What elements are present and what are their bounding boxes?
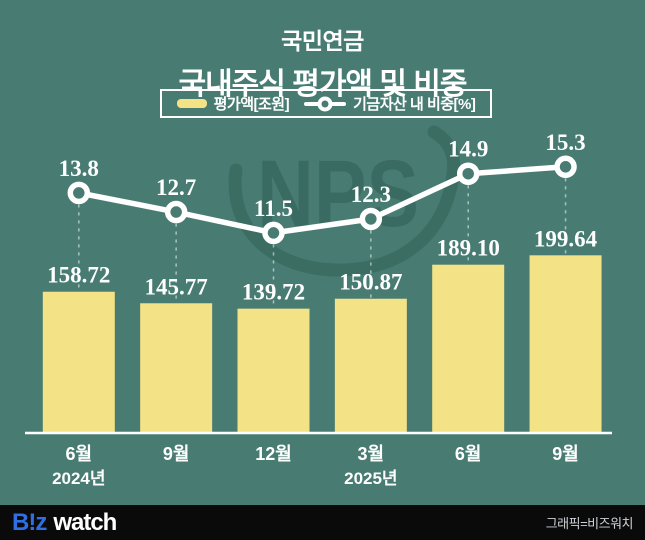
footer-bar: B!z watch 그래픽=비즈워치: [0, 505, 645, 540]
logo-biz-text: B!z: [12, 508, 47, 536]
bar: [334, 298, 407, 433]
percent-label: 11.5: [254, 196, 293, 221]
x-axis-label: 12월: [255, 444, 292, 464]
bar: [42, 291, 115, 433]
bizwatch-logo: B!z watch: [12, 508, 117, 537]
line-point: [456, 162, 480, 185]
bar-legend-label: 평가액[조원]: [213, 96, 290, 113]
bar-legend-swatch: [176, 99, 207, 108]
line-point: [262, 221, 285, 245]
nps-swoosh-icon: [228, 125, 461, 277]
x-axis-year-label: 2024년: [52, 469, 105, 488]
line-point: [67, 181, 91, 205]
chart-subtitle: 국민연금: [281, 28, 364, 54]
x-axis-year-label: 2025년: [344, 469, 397, 488]
x-axis-label: 6월: [66, 444, 93, 464]
percent-label: 12.3: [351, 182, 391, 207]
x-axis-label: 3월: [358, 444, 385, 464]
legend-circle-icon: [317, 96, 333, 111]
bar: [529, 255, 602, 433]
x-axis-label: 9월: [552, 444, 579, 464]
trend-line: [76, 164, 569, 236]
x-axis-label: 9월: [163, 444, 190, 464]
value-label: 139.72: [242, 280, 305, 305]
title-block: 국민연금 국내주식 평가액 및 비중: [0, 22, 645, 103]
value-label: 199.64: [534, 226, 598, 251]
value-label: 189.10: [437, 236, 500, 261]
percent-label: 13.8: [59, 156, 99, 181]
page-title: 국내주식 평가액 및 비중: [178, 68, 467, 101]
percent-label: 12.7: [156, 175, 196, 200]
line-point: [554, 155, 577, 179]
x-axis-label: 6월: [455, 444, 482, 464]
legend: 평가액[조원] 기금자산 내 비중[%]: [160, 89, 492, 118]
line-point: [164, 200, 188, 224]
value-label: 145.77: [145, 274, 208, 299]
line-point: [359, 207, 383, 231]
bar: [237, 308, 310, 433]
value-label: 158.72: [47, 263, 110, 288]
bar: [140, 303, 213, 433]
bar: [432, 264, 505, 433]
logo-watch-text: watch: [53, 508, 117, 536]
credit-text: 그래픽=비즈워치: [545, 516, 634, 531]
line-legend-marker-icon: [304, 96, 347, 112]
percent-label: 15.3: [545, 130, 585, 155]
percent-label: 14.9: [448, 137, 488, 162]
value-label: 150.87: [339, 270, 402, 295]
line-legend-label: 기금자산 내 비중[%]: [353, 96, 476, 113]
